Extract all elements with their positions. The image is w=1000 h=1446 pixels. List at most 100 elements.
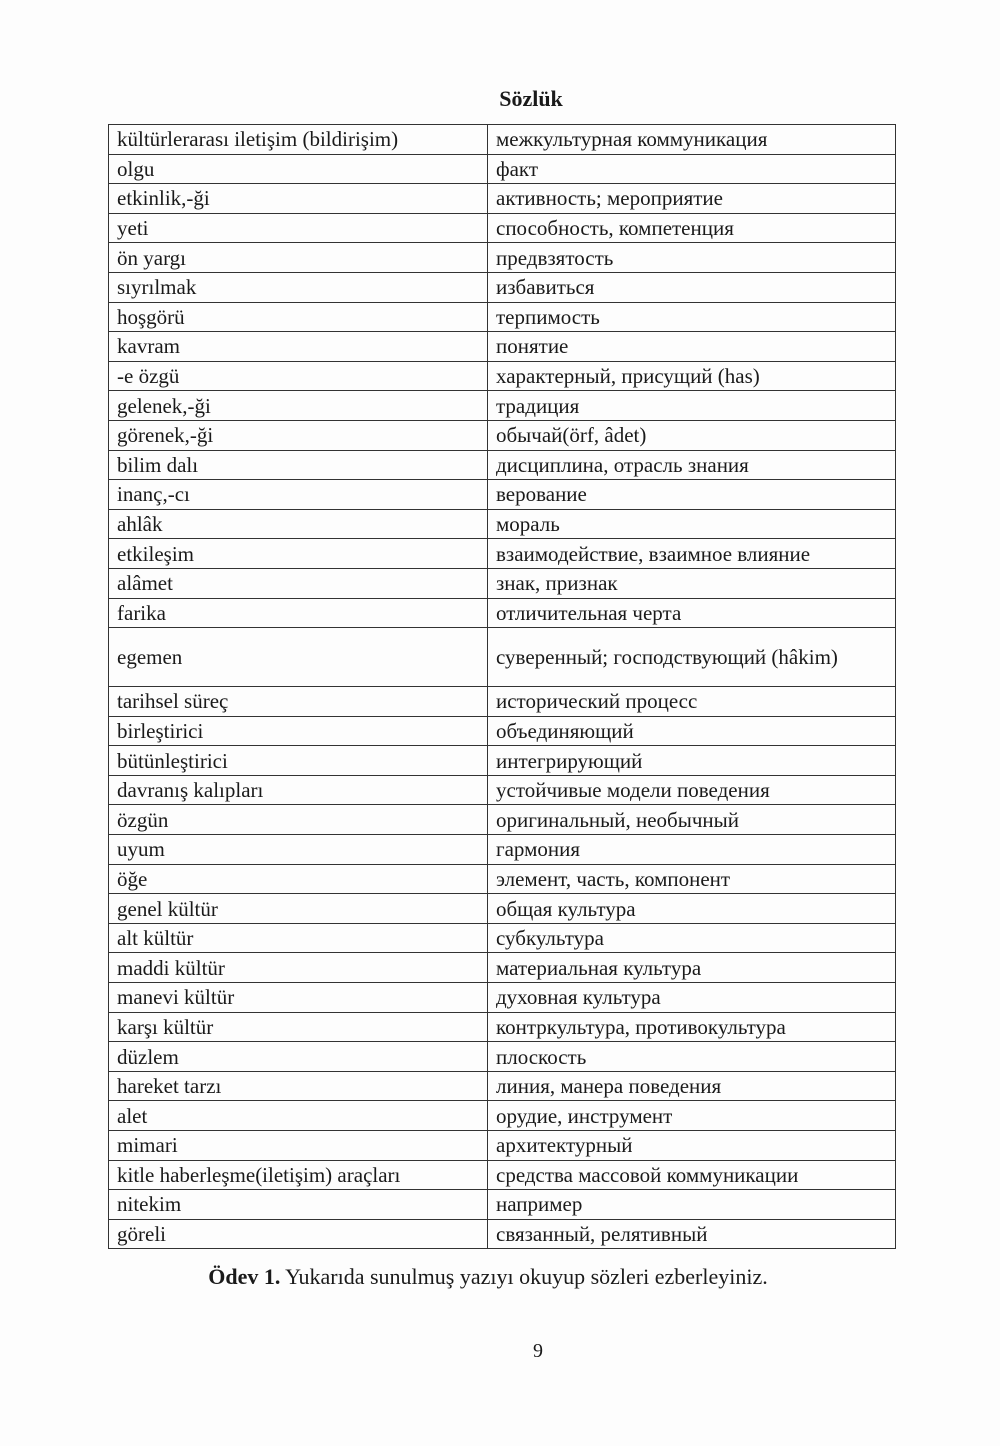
russian-translation: терпимость [487,301,896,333]
turkish-term: olgu [108,153,488,185]
turkish-term: hoşgörü [108,301,488,333]
russian-translation: суверенный; господствующий (hâkim) [487,627,896,688]
turkish-term: alâmet [108,567,488,599]
russian-translation: взаимодействие, взаимное влияние [487,538,896,569]
table-row: bütünleştirici интегрирующий [108,745,896,776]
table-row: alâmet знак, признак [108,567,896,599]
turkish-term: farika [108,597,488,629]
russian-translation: отличительная черта [487,597,896,629]
table-row: inanç,-cı верование [108,479,896,510]
turkish-term: manevi kültür [108,982,488,1013]
turkish-term: uyum [108,834,488,865]
table-row: alet орудие, инструмент [108,1100,896,1131]
turkish-term: birleştirici [108,715,488,747]
table-row: tarihsel süreç исторический процесс [108,686,896,717]
table-row: öğe элемент, часть, компонент [108,863,896,895]
vocabulary-table-body: kültürlerarası iletişim (bildirişim) межк… [108,124,896,1250]
turkish-term: ahlâk [108,508,488,540]
turkish-term: alet [108,1100,488,1131]
russian-translation: орудие, инструмент [487,1100,896,1131]
assignment: Ödev 1. Yukarıda sunulmuş yazıyı okuyup … [0,1264,976,1290]
turkish-term: tarihsel süreç [108,686,488,717]
turkish-term: davranış kalıpları [108,774,488,806]
table-row: kitle haberleşme(iletişim) araçları средс… [108,1159,896,1191]
table-row: uyum гармония [108,834,896,865]
table-row: maddi kültür материальная культура [108,952,896,984]
russian-translation: субкультура [487,922,896,954]
turkish-term: maddi kültür [108,952,488,984]
turkish-term: ön yargı [108,242,488,273]
table-row: -e özgü характерный, присущий (has) [108,360,896,392]
table-row: ön yargı предвзятость [108,242,896,273]
russian-translation: способность, компетенция [487,212,896,244]
turkish-term: mimari [108,1130,488,1161]
russian-translation: активность; мероприятие [487,183,896,214]
table-row: karşı kültür контркультура, противокульту… [108,1011,896,1043]
table-row: yeti способность, компетенция [108,212,896,244]
assignment-label: Ödev 1. [208,1264,281,1289]
turkish-term: bütünleştirici [108,745,488,776]
turkish-term: sıyrılmak [108,271,488,303]
russian-translation: духовная культура [487,982,896,1013]
table-row: egemen суверенный; господствующий (hâkim) [108,627,896,688]
russian-translation: предвзятость [487,242,896,273]
russian-translation: общая культура [487,893,896,924]
russian-translation: гармония [487,834,896,865]
table-row: özgün оригинальный, необычный [108,804,896,836]
table-row: davranış kalıpları устойчивые модели пове… [108,774,896,806]
table-row: hoşgörü терпимость [108,301,896,333]
table-row: kavram понятие [108,331,896,362]
turkish-term: öğe [108,863,488,895]
table-row: kültürlerarası iletişim (bildirişim) межк… [108,124,896,155]
turkish-term: göreli [108,1218,488,1250]
russian-translation: устойчивые модели поведения [487,774,896,806]
table-row: görenek,-ği обычай(örf, âdet) [108,419,896,451]
table-row: düzlem плоскость [108,1041,896,1072]
russian-translation: понятие [487,331,896,362]
russian-translation: избавиться [487,271,896,303]
table-row: olgu факт [108,153,896,185]
table-row: göreli связанный, релятивный [108,1218,896,1250]
russian-translation: традиция [487,390,896,421]
table-row: etkinlik,-ği активность; мероприятие [108,183,896,214]
russian-translation: архитектурный [487,1130,896,1161]
table-row: gelenek,-ği традиция [108,390,896,421]
russian-translation: знак, признак [487,567,896,599]
russian-translation: характерный, присущий (has) [487,360,896,392]
turkish-term: gelenek,-ği [108,390,488,421]
russian-translation: объединяющий [487,715,896,747]
russian-translation: дисциплина, отрасль знания [487,449,896,481]
assignment-text: Yukarıda sunulmuş yazıyı okuyup sözleri … [280,1264,768,1289]
table-row: manevi kültür духовная культура [108,982,896,1013]
vocabulary-table: kültürlerarası iletişim (bildirişim) межк… [108,124,896,1250]
turkish-term: kültürlerarası iletişim (bildirişim) [108,124,488,155]
table-row: ahlâk мораль [108,508,896,540]
russian-translation: межкультурная коммуникация [487,124,896,155]
russian-translation: линия, манера поведения [487,1070,896,1102]
table-row: bilim dalı дисциплина, отрасль знания [108,449,896,481]
turkish-term: etkileşim [108,538,488,569]
russian-translation: элемент, часть, компонент [487,863,896,895]
turkish-term: alt kültür [108,922,488,954]
russian-translation: например [487,1189,896,1220]
turkish-term: bilim dalı [108,449,488,481]
table-row: birleştirici объединяющий [108,715,896,747]
turkish-term: etkinlik,-ği [108,183,488,214]
page-number: 9 [533,1340,543,1362]
turkish-term: inanç,-cı [108,479,488,510]
russian-translation: интегрирующий [487,745,896,776]
table-row: alt kültür субкультура [108,922,896,954]
russian-translation: связанный, релятивный [487,1218,896,1250]
table-row: hareket tarzı линия, манера поведения [108,1070,896,1102]
turkish-term: -e özgü [108,360,488,392]
turkish-term: egemen [108,627,488,688]
page-title: Sözlük [499,86,563,111]
russian-translation: мораль [487,508,896,540]
russian-translation: обычай(örf, âdet) [487,419,896,451]
table-row: mimari архитектурный [108,1130,896,1161]
table-row: farika отличительная черта [108,597,896,629]
russian-translation: верование [487,479,896,510]
turkish-term: karşı kültür [108,1011,488,1043]
turkish-term: görenek,-ği [108,419,488,451]
turkish-term: hareket tarzı [108,1070,488,1102]
